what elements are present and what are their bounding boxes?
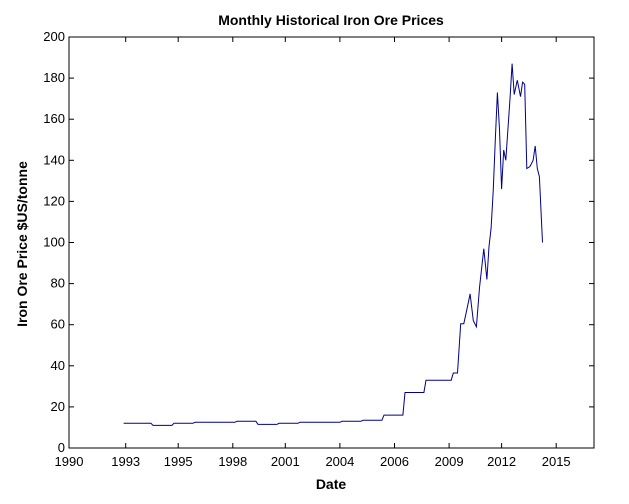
y-tick-label: 20 (51, 399, 65, 414)
y-tick-label: 40 (51, 358, 65, 373)
y-tick-label: 180 (43, 70, 65, 85)
x-tick-label: 2012 (487, 454, 516, 469)
x-tick-label: 2004 (325, 454, 354, 469)
x-axis-ticks: 1990 1993 1995 1998 2001 2004 2006 2009 2012 2015 (55, 37, 595, 469)
plot-area (68, 36, 595, 449)
x-tick-label: 1990 (55, 454, 84, 469)
chart-title: Monthly Historical Iron Ore Prices (218, 12, 444, 28)
y-axis-ticks: 0 20 40 60 80 100 120 140 160 180 200 (43, 29, 594, 455)
y-tick-label: 200 (43, 29, 65, 44)
y-tick-label: 0 (58, 440, 65, 455)
y-axis-label: Iron Ore Price $US/tonne (14, 161, 30, 327)
x-tick-label: 2001 (271, 454, 300, 469)
y-tick-label: 60 (51, 317, 65, 332)
y-tick-label: 140 (43, 152, 65, 167)
x-tick-label: 1995 (164, 454, 193, 469)
y-tick-label: 100 (43, 235, 65, 250)
y-tick-label: 80 (51, 276, 65, 291)
x-tick-label: 2009 (435, 454, 464, 469)
x-tick-label: 1993 (111, 454, 140, 469)
x-tick-label: 1998 (218, 454, 247, 469)
x-tick-label: 2015 (542, 454, 571, 469)
y-tick-label: 160 (43, 111, 65, 126)
price-series-line (123, 63, 543, 426)
x-axis-label: Date (316, 476, 347, 492)
y-tick-label: 120 (43, 193, 65, 208)
x-tick-label: 2006 (380, 454, 409, 469)
